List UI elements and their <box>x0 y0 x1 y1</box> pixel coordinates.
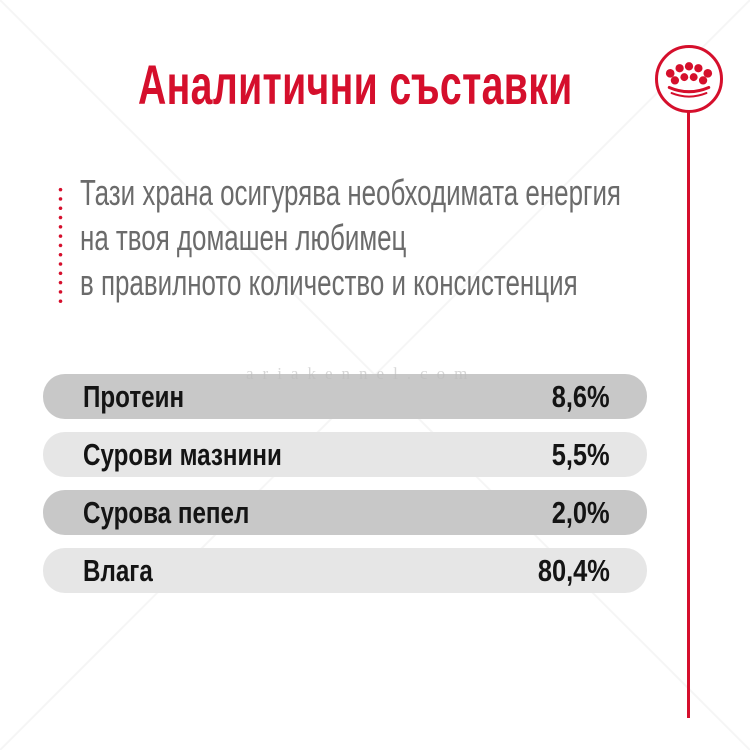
intro-line-1: Тази храна осигурява необходимата енерги… <box>80 172 621 213</box>
intro-line-2: на твоя домашен любимец <box>80 217 407 258</box>
nutrition-value: 5,5% <box>552 436 610 472</box>
nutrition-row-protein: Протеин 8,6% <box>43 374 647 419</box>
nutrition-row-ash: Сурова пепел 2,0% <box>43 490 647 535</box>
nutrition-row-fat: Сурови мазнини 5,5% <box>43 432 647 477</box>
nutrition-value: 8,6% <box>552 378 610 414</box>
nutrition-label: Сурови мазнини <box>83 436 282 472</box>
watermark-text: ariakennel.com <box>246 364 477 383</box>
logo-stem-line <box>687 112 690 718</box>
nutrition-row-moisture: Влага 80,4% <box>43 548 647 593</box>
nutrition-value: 2,0% <box>552 494 610 530</box>
nutrition-value: 80,4% <box>537 552 610 588</box>
intro-line-3: в правилното количество и консистенция <box>80 262 578 303</box>
royal-canin-crown-logo <box>655 45 723 113</box>
intro-text: Тази храна осигурява необходимата енерги… <box>80 170 750 305</box>
crown-icon <box>665 62 713 98</box>
page-title: Аналитични съставки <box>138 53 573 116</box>
dotted-accent-line <box>58 185 63 306</box>
nutrition-label: Влага <box>83 552 153 588</box>
nutrition-label: Протеин <box>83 378 185 414</box>
nutrition-label: Сурова пепел <box>83 494 250 530</box>
